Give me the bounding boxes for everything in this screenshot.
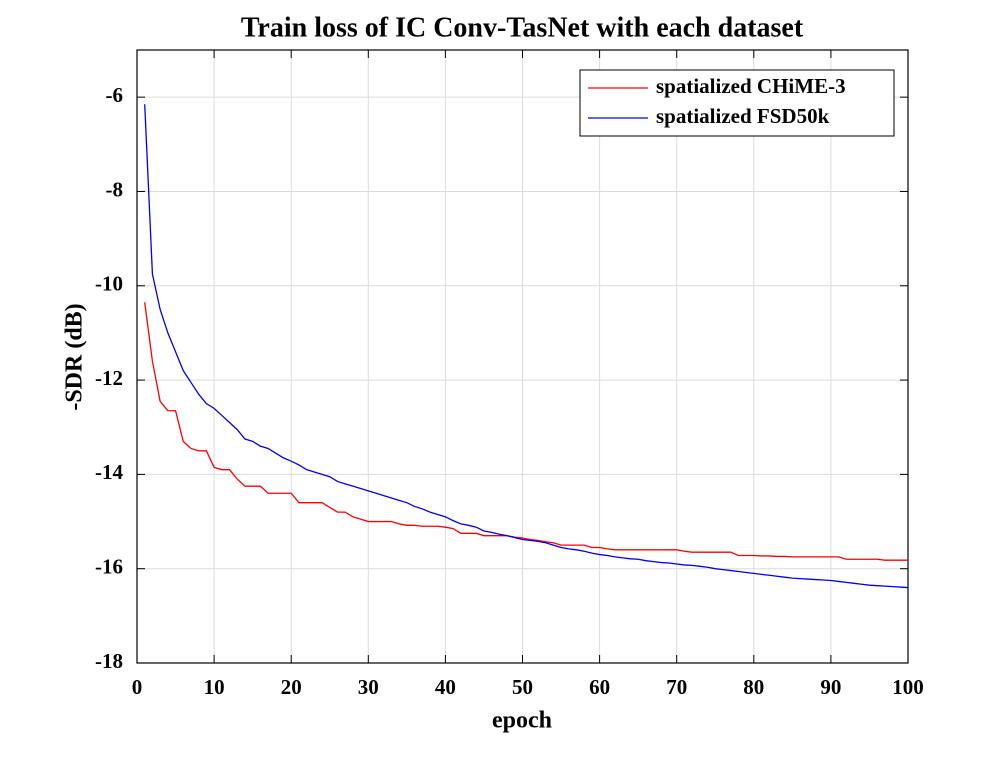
chart-title: Train loss of IC Conv-TasNet with each d… <box>241 12 804 43</box>
y-tick-label: -10 <box>95 272 123 296</box>
x-tick-label: 30 <box>358 675 379 699</box>
x-tick-label: 70 <box>666 675 687 699</box>
data-line <box>144 104 909 589</box>
x-tick-label: 0 <box>132 675 143 699</box>
plot-frame <box>136 49 909 664</box>
x-axis-label: epoch <box>492 708 552 734</box>
x-tick-label: 100 <box>892 675 924 699</box>
x-tick-label: 80 <box>743 675 764 699</box>
x-tick-label: 50 <box>512 675 533 699</box>
y-axis-label: -SDR (dB) <box>62 303 88 410</box>
legend-label: spatialized CHiME-3 <box>656 74 846 98</box>
x-tick-label: 40 <box>435 675 456 699</box>
x-tick-label: 20 <box>281 675 302 699</box>
y-tick-label: -18 <box>95 649 123 673</box>
x-tick-label: 90 <box>820 675 841 699</box>
y-tick-label: -6 <box>106 83 124 107</box>
y-tick-label: -14 <box>95 460 123 484</box>
legend-box <box>579 69 895 137</box>
x-tick-label: 10 <box>204 675 225 699</box>
x-tick-label: 60 <box>589 675 610 699</box>
y-tick-label: -8 <box>106 177 124 201</box>
y-tick-label: -12 <box>95 366 123 390</box>
legend-label: spatialized FSD50k <box>656 104 830 128</box>
y-tick-label: -16 <box>95 555 123 579</box>
data-line <box>144 302 908 561</box>
